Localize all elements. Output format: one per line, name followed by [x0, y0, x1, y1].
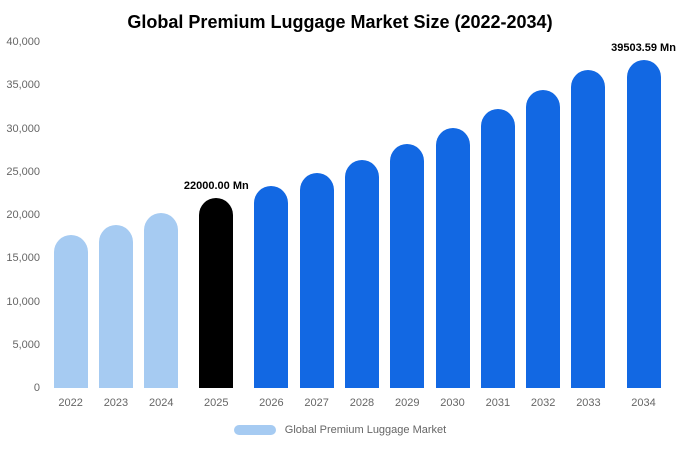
y-axis-tick-label: 25,000	[6, 165, 40, 178]
x-axis-label: 2030	[440, 397, 465, 409]
bar-2023[interactable]	[98, 224, 133, 388]
bar-group-2024: 2024	[139, 42, 184, 409]
y-axis-tick-label: 5,000	[12, 338, 40, 351]
x-axis-label: 2032	[530, 397, 556, 409]
y-axis-tick-label: 30,000	[6, 122, 40, 135]
bar-2029[interactable]	[390, 144, 425, 388]
bar-2022[interactable]	[53, 234, 88, 388]
bar-2031[interactable]	[480, 109, 515, 388]
bar-group-2027: 2027	[294, 42, 339, 409]
bar-2033[interactable]	[571, 69, 606, 388]
x-axis-label: 2028	[349, 397, 375, 409]
x-axis-label: 2029	[395, 397, 420, 409]
bar-2025[interactable]	[199, 197, 234, 388]
plot-area: 0 5,000 10,000 15,000 20,000 25,000 30,000 35,0…	[6, 36, 676, 409]
bar-2034[interactable]	[626, 60, 661, 388]
x-axis-label: 2027	[304, 397, 329, 409]
bars-area: 2022 2023 2024 22000.00 Mn 2025 2026 2027 2028 2…	[48, 42, 676, 409]
bar-group-2030: 2030	[430, 42, 475, 409]
bar-group-2029: 2029	[385, 42, 430, 409]
bar-group-2026: 2026	[249, 42, 294, 409]
y-axis-tick-label: 40,000	[6, 36, 40, 48]
bar-2024[interactable]	[144, 213, 179, 388]
bar-2026[interactable]	[254, 186, 289, 388]
legend-swatch	[233, 425, 276, 435]
bar-group-2023: 2023	[93, 42, 138, 409]
x-axis-label: 2026	[259, 397, 284, 409]
bar-2028[interactable]	[344, 159, 379, 388]
bar-group-2022: 2022	[48, 42, 93, 409]
x-axis-label: 2023	[103, 397, 129, 409]
bar-value-annotation: 22000.00 Mn	[183, 179, 249, 192]
x-axis-label: 2024	[148, 397, 174, 409]
x-axis-label: 2025	[204, 397, 229, 409]
bar-group-2028: 2028	[339, 42, 384, 409]
bar-group-2032: 2032	[521, 42, 566, 409]
x-axis-label: 2031	[485, 397, 511, 409]
bar-2032[interactable]	[526, 90, 561, 388]
y-axis-tick-label: 10,000	[6, 295, 40, 308]
legend-label: Global Premium Luggage Market	[284, 424, 447, 436]
bar-2027[interactable]	[299, 173, 334, 388]
x-axis-label: 2022	[58, 397, 83, 409]
y-axis-tick-label: 35,000	[6, 79, 40, 92]
bar-group-2031: 2031	[475, 42, 520, 409]
bar-group-2025: 22000.00 Mn 2025	[183, 42, 249, 409]
bar-group-2034: 39503.59 Mn 2034	[611, 42, 676, 409]
x-axis-label: 2033	[576, 397, 601, 409]
bar-2030[interactable]	[435, 127, 470, 388]
bar-group-2033: 2033	[566, 42, 611, 409]
y-axis-tick-label: 15,000	[6, 252, 40, 265]
legend[interactable]: Global Premium Luggage Market	[0, 424, 680, 436]
x-axis-label: 2034	[631, 397, 656, 409]
y-axis-tick-label: 0	[33, 382, 40, 394]
y-axis-tick-label: 20,000	[6, 209, 40, 221]
bar-value-annotation: 39503.59 Mn	[611, 42, 676, 54]
chart-title: Global Premium Luggage Market Size (2022…	[127, 12, 553, 32]
